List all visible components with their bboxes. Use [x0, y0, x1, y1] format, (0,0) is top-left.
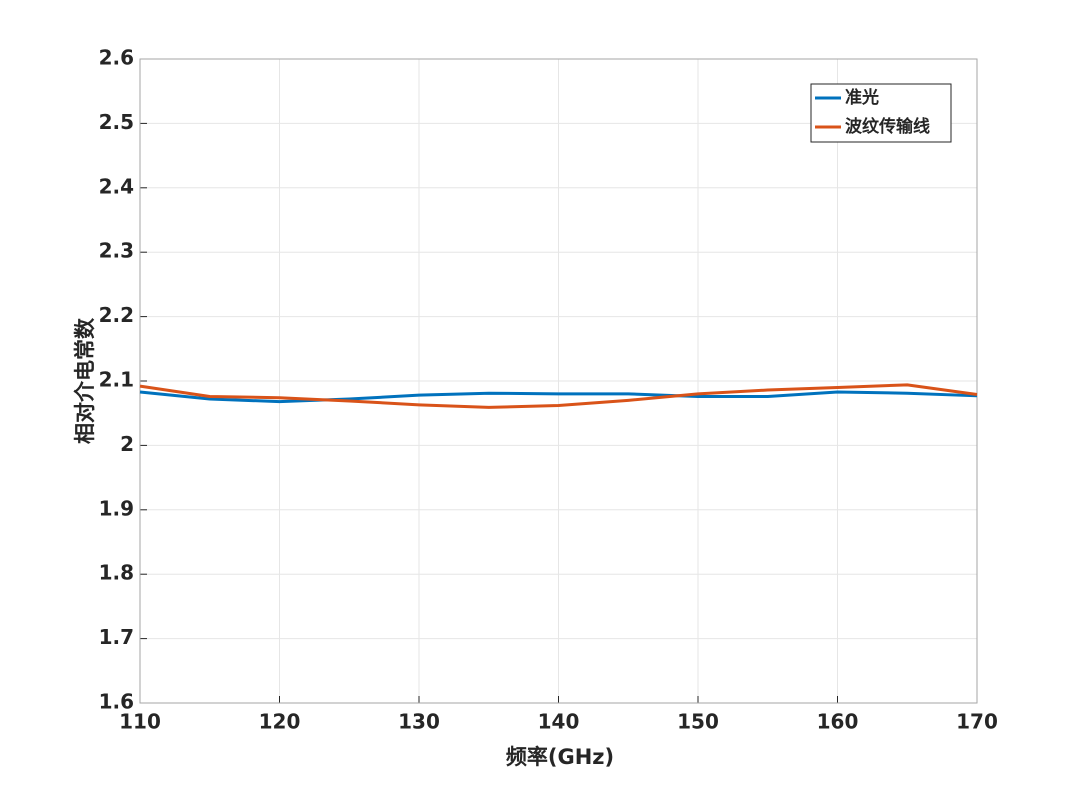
- series-line: [139, 390, 978, 404]
- x-tick-label: 150: [677, 710, 719, 734]
- x-tick-label: 110: [119, 710, 161, 734]
- legend-label: 波纹传输线: [845, 116, 930, 137]
- series-line: [139, 383, 978, 409]
- y-tick-label: 2.6: [99, 46, 134, 70]
- y-tick-label: 2: [120, 432, 134, 456]
- x-tick-label: 140: [538, 710, 580, 734]
- axes-box: [139, 58, 978, 704]
- y-tick-label: 1.7: [99, 625, 134, 649]
- y-tick-label: 1.9: [99, 496, 134, 520]
- x-tick-label: 160: [817, 710, 859, 734]
- legend-label: 准光: [845, 87, 879, 108]
- y-tick-label: 1.8: [99, 561, 134, 585]
- y-tick-label: 2.3: [99, 239, 134, 263]
- legend-box: [810, 83, 952, 143]
- y-tick-label: 2.1: [99, 368, 134, 392]
- y-axis-label: 相对介电常数: [73, 317, 97, 444]
- y-tick-label: 2.5: [99, 110, 134, 134]
- y-tick-label: 2.4: [99, 174, 134, 198]
- x-tick-label: 170: [956, 710, 998, 734]
- x-tick-label: 130: [398, 710, 440, 734]
- x-tick-label: 120: [259, 710, 301, 734]
- x-axis-label: 频率(GHz): [506, 745, 614, 769]
- y-tick-label: 2.2: [99, 303, 134, 327]
- y-tick-label: 1.6: [99, 690, 134, 714]
